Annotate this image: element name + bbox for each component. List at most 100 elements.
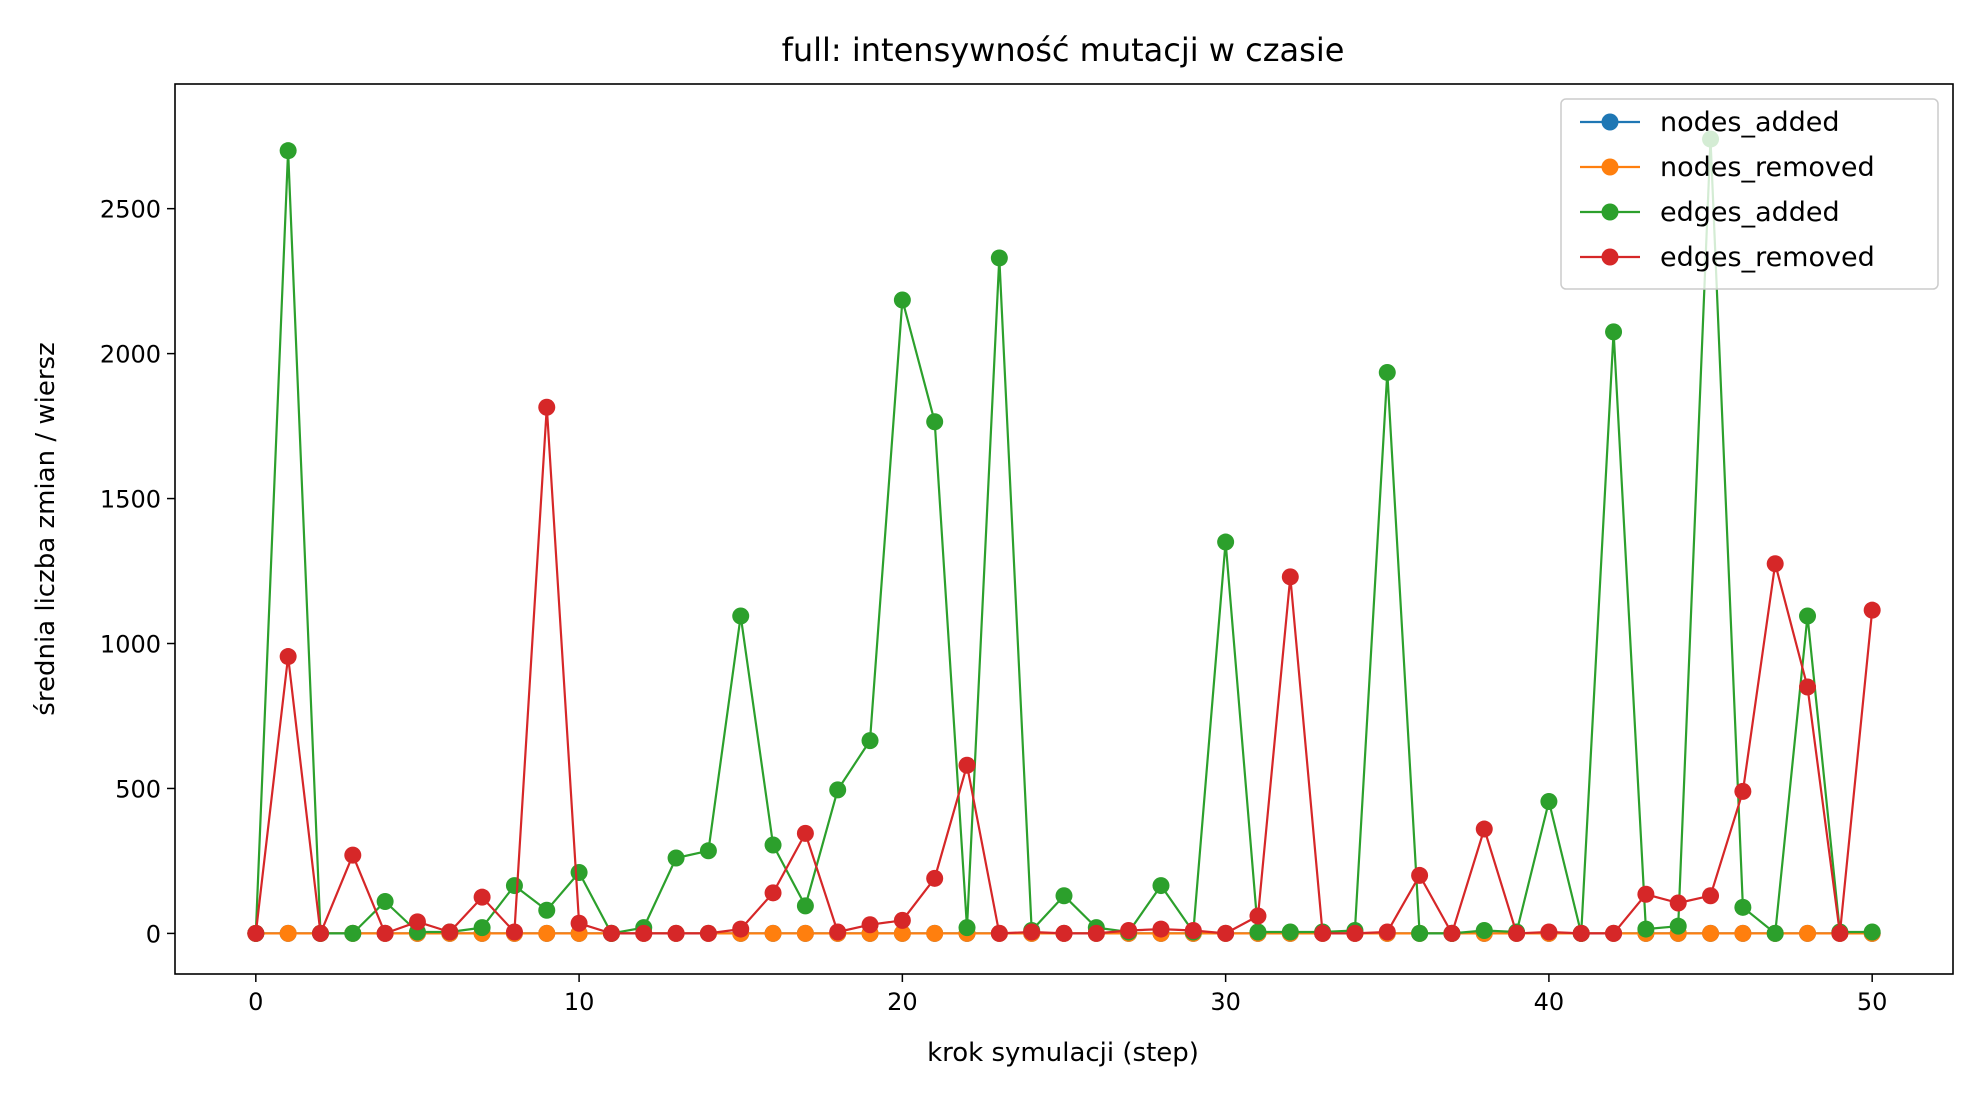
legend-label: nodes_removed (1660, 152, 1875, 183)
x-tick-label: 0 (248, 988, 263, 1016)
data-point (764, 924, 782, 942)
data-point (796, 897, 814, 915)
legend-box (1560, 98, 1939, 290)
y-tick-label: 1500 (100, 486, 161, 514)
legend-label: edges_removed (1660, 242, 1875, 273)
data-point (699, 842, 717, 860)
data-point (1281, 923, 1299, 941)
data-point (570, 914, 588, 932)
data-point (1152, 920, 1170, 938)
y-tick-label: 500 (115, 775, 161, 803)
data-point (1281, 568, 1299, 586)
data-point (1023, 923, 1041, 941)
chart-title: full: intensywność mutacji w czasie (782, 31, 1345, 69)
data-point (958, 756, 976, 774)
data-point (1152, 877, 1170, 895)
data-point (247, 924, 265, 942)
data-point (602, 924, 620, 942)
x-tick-label: 20 (887, 988, 918, 1016)
data-point (1055, 887, 1073, 905)
y-tick-label: 1000 (100, 631, 161, 659)
data-point (1669, 917, 1687, 935)
data-point (926, 924, 944, 942)
data-point (1799, 924, 1817, 942)
legend-entry: nodes_added (1580, 107, 1840, 138)
legend-marker (1601, 203, 1619, 221)
data-point (279, 924, 297, 942)
data-point (796, 924, 814, 942)
data-point (893, 291, 911, 309)
data-point (1863, 601, 1881, 619)
data-point (538, 398, 556, 416)
data-point (1475, 922, 1493, 940)
data-point (376, 893, 394, 911)
legend-marker (1601, 158, 1619, 176)
data-point (861, 732, 879, 750)
data-point (667, 924, 685, 942)
data-point (505, 877, 523, 895)
data-point (893, 911, 911, 929)
data-point (311, 924, 329, 942)
data-point (279, 648, 297, 666)
x-tick-label: 40 (1534, 988, 1565, 1016)
legend-label: nodes_added (1660, 107, 1840, 138)
plot-area-frame (174, 83, 1954, 975)
data-point (1831, 924, 1849, 942)
legend-entry: nodes_removed (1580, 152, 1875, 183)
data-point (1378, 923, 1396, 941)
data-point (1766, 555, 1784, 573)
data-point (764, 836, 782, 854)
data-point (1572, 924, 1590, 942)
data-point (1540, 923, 1558, 941)
data-point (1508, 924, 1526, 942)
data-point (1087, 924, 1105, 942)
data-point (829, 923, 847, 941)
data-point (1702, 924, 1720, 942)
y-tick-label: 2000 (100, 341, 161, 369)
data-point (1346, 924, 1364, 942)
data-point (1184, 922, 1202, 940)
data-point (1734, 898, 1752, 916)
data-point (1734, 924, 1752, 942)
series-edges-removed (247, 398, 1881, 942)
data-point (279, 142, 297, 160)
data-point (958, 919, 976, 937)
y-axis-label: średnia liczba zmian / wiersz (31, 342, 61, 715)
data-point (1120, 922, 1138, 940)
data-point (893, 924, 911, 942)
data-point (538, 901, 556, 919)
data-point (1605, 323, 1623, 341)
data-point (732, 920, 750, 938)
data-point (1314, 924, 1332, 942)
data-point (1249, 923, 1267, 941)
data-point (1443, 924, 1461, 942)
legend-entry: edges_added (1580, 197, 1840, 228)
data-point (1637, 920, 1655, 938)
data-point (1766, 924, 1784, 942)
data-point (990, 249, 1008, 267)
data-point (861, 916, 879, 934)
x-tick-label: 50 (1857, 988, 1888, 1016)
legend: nodes_added nodes_removed edges_addededges… (1560, 98, 1939, 290)
x-tick-label: 10 (564, 988, 595, 1016)
data-point (1411, 866, 1429, 884)
data-point (926, 413, 944, 431)
data-point (926, 869, 944, 887)
data-point (344, 924, 362, 942)
x-axis: 0 10 20 30 40 50 (248, 974, 1887, 1016)
data-point (732, 607, 750, 625)
x-axis-label: krok symulacji (step) (927, 1038, 1199, 1068)
series-layer (247, 130, 1881, 942)
data-point (408, 913, 426, 931)
data-point (473, 888, 491, 906)
legend-marker (1601, 113, 1619, 131)
data-point (505, 923, 523, 941)
data-point (1217, 533, 1235, 551)
data-point (376, 924, 394, 942)
data-point (1669, 894, 1687, 912)
data-point (699, 924, 717, 942)
data-point (1055, 924, 1073, 942)
legend-marker (1601, 248, 1619, 266)
x-tick-label: 30 (1210, 988, 1241, 1016)
